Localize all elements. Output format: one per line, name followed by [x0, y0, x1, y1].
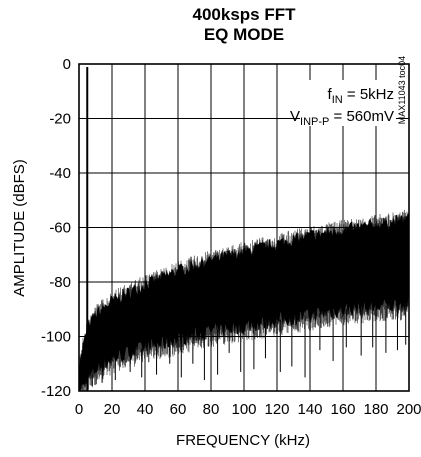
annotation-v-symbol: V	[290, 108, 300, 125]
annotation-fin: fIN = 5kHz	[328, 86, 394, 106]
x-tick-label: 80	[203, 401, 220, 418]
y-tick-label: -60	[49, 220, 71, 237]
x-tick-label: 160	[330, 401, 355, 418]
y-tick-label: -80	[49, 274, 71, 291]
x-tick-label: 140	[297, 401, 322, 418]
x-tick-label: 0	[75, 401, 83, 418]
annotation-box	[300, 80, 396, 126]
x-tick-label: 200	[396, 401, 421, 418]
y-tick-label: -40	[49, 165, 71, 182]
annotation-v-value: = 560mV	[329, 108, 394, 125]
chart-subtitle: EQ MODE	[204, 25, 284, 44]
x-axis-label: FREQUENCY (kHz)	[176, 432, 310, 449]
x-tick-label: 120	[264, 401, 289, 418]
part-number: MAX11043 toc04	[397, 56, 407, 124]
x-tick-label: 100	[231, 401, 256, 418]
y-tick-label: -120	[41, 383, 71, 400]
y-axis-label: AMPLITUDE (dBFS)	[11, 159, 28, 297]
chart-title: 400ksps FFT	[193, 5, 297, 24]
x-tick-label: 180	[363, 401, 388, 418]
annotation-fin-subscript: IN	[332, 94, 343, 106]
annotation-v-subscript: INP-P	[300, 116, 329, 128]
x-tick-label: 20	[104, 401, 121, 418]
y-tick-label: 0	[63, 56, 71, 73]
x-tick-label: 40	[137, 401, 154, 418]
y-tick-label: -20	[49, 111, 71, 128]
y-tick-label: -100	[41, 329, 71, 346]
annotation-fin-value: = 5kHz	[343, 86, 394, 103]
annotation-fin-symbol: f	[328, 86, 333, 103]
annotation-vinp: VINP-P = 560mV	[290, 108, 394, 128]
x-tick-labels: 0 20 40 60 80 100 120 140 160 180 200	[75, 401, 421, 418]
plot-frame	[78, 63, 410, 392]
y-tick-labels: 0 -20 -40 -60 -80 -100 -120	[41, 56, 71, 400]
x-tick-label: 60	[170, 401, 187, 418]
noise-floor-trace	[78, 209, 410, 392]
